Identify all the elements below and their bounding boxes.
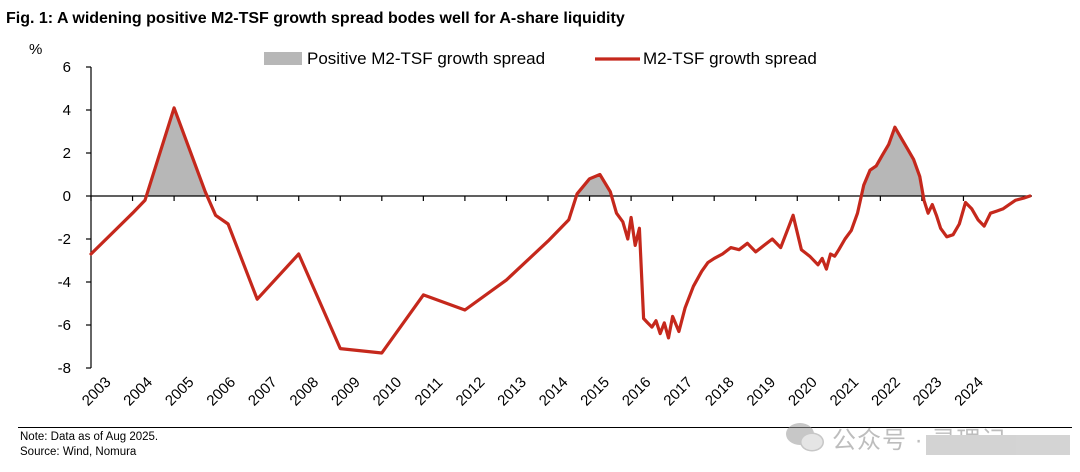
x-tick-label: 2006 [203, 374, 239, 410]
x-tick-label: 2021 [827, 374, 863, 410]
positive-spread-area [146, 107, 208, 196]
x-tick-label: 2003 [79, 374, 115, 410]
y-tick-label: 4 [63, 102, 71, 119]
x-tick-label: 2010 [370, 374, 406, 410]
spread-line [89, 106, 1032, 355]
y-tick-label: -2 [58, 231, 71, 248]
legend-label-area: Positive M2-TSF growth spread [307, 49, 545, 68]
x-tick-label: 2018 [702, 374, 738, 410]
x-tick-label: 2005 [162, 374, 198, 410]
chart-title: Fig. 1: A widening positive M2-TSF growt… [6, 10, 625, 27]
x-tick-label: 2017 [660, 374, 696, 410]
axes: 6 4 2 0 -2 -4 -6 -8 2003 2004 2005 2006 2007 2008 2009… [58, 59, 1032, 409]
x-tick-label: 2022 [868, 374, 904, 410]
watermark-redaction [926, 435, 1070, 455]
x-tick-label: 2013 [494, 374, 530, 410]
footnotes: Note: Data as of Aug 2025. Source: Wind,… [20, 430, 158, 460]
positive-spread-area [861, 127, 924, 196]
x-tick-label: 2024 [951, 374, 987, 410]
x-tick-label: 2016 [619, 374, 655, 410]
watermark: 公众号 · 灵理记 [784, 412, 1074, 462]
chart-canvas: 6 4 2 0 -2 -4 -6 -8 2003 2004 2005 2006 2007 2008 2009… [58, 49, 1032, 409]
note-text: Note: Data as of Aug 2025. [20, 431, 159, 443]
x-tick-label: 2014 [536, 374, 572, 410]
y-tick-label: -8 [58, 360, 71, 377]
x-tick-label: 2015 [577, 374, 613, 410]
y-axis-unit-label: % [29, 41, 43, 58]
x-tick-label: 2012 [453, 374, 489, 410]
x-tick-label: 2011 [412, 374, 447, 409]
positive-spread-areas [146, 107, 924, 196]
spread-line-layer [89, 106, 1032, 355]
legend-label-line: M2-TSF growth spread [643, 49, 817, 68]
y-tick-label: -4 [58, 274, 71, 291]
legend-swatch-area [264, 52, 302, 65]
y-tick-label: 6 [63, 59, 71, 76]
x-tick-label: 2008 [287, 374, 323, 410]
x-tick-label: 2020 [785, 374, 821, 410]
footer-divider [18, 427, 1072, 428]
y-tick-label: 2 [63, 145, 71, 162]
source-text: Source: Wind, Nomura [20, 446, 137, 458]
y-tick-label: 0 [63, 188, 71, 205]
x-tick-label: 2004 [120, 374, 156, 410]
x-tick-label: 2009 [328, 374, 364, 410]
wechat-logo-icon [786, 423, 824, 452]
y-tick-label: -6 [58, 317, 71, 334]
x-tick-label: 2023 [910, 374, 946, 410]
x-tick-label: 2019 [744, 374, 780, 410]
legend: Positive M2-TSF growth spread M2-TSF grow… [264, 49, 817, 68]
x-tick-label: 2007 [245, 374, 281, 410]
